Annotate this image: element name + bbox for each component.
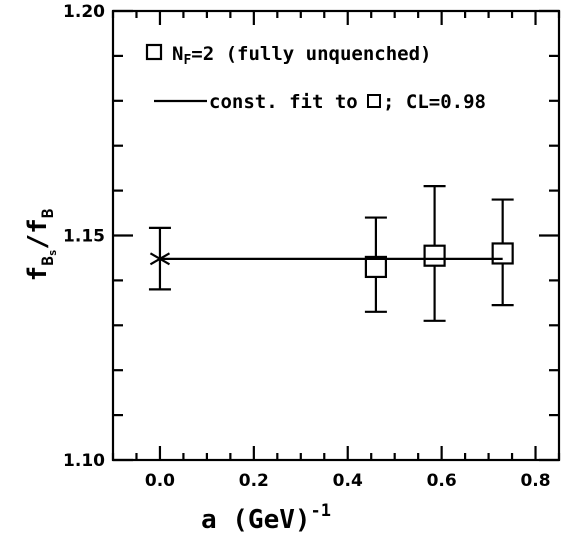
plot-frame — [111, 9, 561, 462]
y-axis-label-rest-sub: B — [38, 208, 57, 218]
x-axis-label-sup: -1 — [311, 501, 331, 521]
y-axis-label-sub: B — [38, 256, 57, 266]
legend-entry-1-main: N — [172, 43, 183, 65]
y-tick-label: 1.20 — [63, 2, 105, 22]
legend-entry-2: const. fit to — [209, 91, 358, 113]
legend-entry-1-sub: F — [183, 53, 191, 68]
x-axis-label-main: a (GeV) — [201, 505, 311, 535]
y-axis-label: fBs/fB — [23, 208, 59, 281]
y-axis-label-main: f — [23, 266, 53, 282]
legend-entry-1: NF=2 (fully unquenched) — [172, 43, 432, 68]
x-tick-label: 0.2 — [239, 471, 269, 491]
legend-entry-1-rest: =2 (fully unquenched) — [191, 43, 431, 65]
extrapolated-star-arm — [159, 257, 171, 266]
legend: NF=2 (fully unquenched) const. fit to ; … — [145, 43, 486, 113]
x-tick-label: 0.0 — [145, 471, 175, 491]
y-axis-label-subsub: s — [46, 250, 59, 257]
x-tick-label: 0.4 — [333, 471, 363, 491]
y-tick-label: 1.15 — [63, 227, 105, 247]
extrapolated-star-arm — [149, 252, 161, 260]
extrapolated-star-arm — [159, 252, 171, 260]
plot-layer: 0.0 0.2 0.4 0.6 0.8 1.10 1.15 1.20 — [63, 2, 561, 491]
y-axis-label-rest: /f — [23, 218, 53, 249]
y-tick-label: 1.10 — [63, 451, 105, 471]
x-tick-label: 0.6 — [427, 471, 457, 491]
x-tick-label: 0.8 — [520, 471, 550, 491]
extrapolated-star-arm — [149, 257, 161, 266]
x-axis-label: a (GeV)-1 — [201, 501, 331, 535]
legend-square-marker — [145, 43, 163, 61]
legend-entry-2-pre: const. fit to — [209, 91, 358, 113]
data-point-square — [423, 244, 446, 267]
legend-inline-square — [367, 94, 381, 108]
data-point-square — [491, 242, 514, 265]
legend-entry-2-post: ; CL=0.98 — [383, 91, 486, 113]
data-point-square — [364, 255, 388, 279]
